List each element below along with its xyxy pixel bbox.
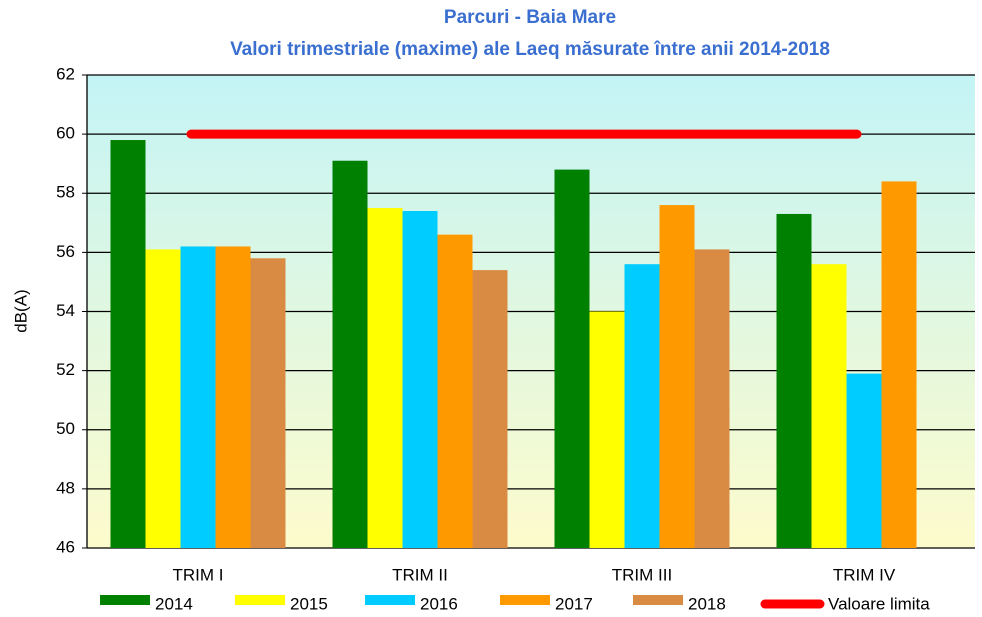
y-tick-label: 50 bbox=[56, 419, 75, 438]
bar bbox=[180, 246, 216, 548]
y-tick-label: 46 bbox=[56, 537, 75, 556]
y-tick-label: 52 bbox=[56, 360, 75, 379]
legend-label: 2016 bbox=[420, 594, 458, 613]
bar bbox=[367, 208, 403, 548]
legend-swatch bbox=[633, 595, 683, 605]
x-tick-label: TRIM III bbox=[612, 565, 672, 584]
bar bbox=[215, 246, 251, 548]
bar bbox=[846, 373, 882, 548]
legend-label: 2014 bbox=[155, 594, 193, 613]
bar bbox=[881, 181, 917, 549]
bar bbox=[437, 234, 473, 548]
legend-swatch bbox=[100, 595, 150, 605]
y-tick-label: 62 bbox=[56, 64, 75, 83]
bar bbox=[589, 311, 625, 548]
legend-label: 2017 bbox=[555, 594, 593, 613]
x-tick-label: TRIM IV bbox=[833, 565, 896, 584]
y-tick-label: 58 bbox=[56, 183, 75, 202]
bar bbox=[332, 160, 368, 548]
chart-subtitle: Valori trimestriale (maxime) ale Laeq mă… bbox=[230, 39, 830, 60]
bar bbox=[694, 249, 730, 548]
y-tick-label: 54 bbox=[56, 301, 75, 320]
legend-swatch bbox=[235, 595, 285, 605]
x-tick-label: TRIM II bbox=[392, 565, 448, 584]
bar bbox=[250, 258, 286, 548]
bar bbox=[110, 140, 146, 548]
y-tick-label: 60 bbox=[56, 124, 75, 143]
bar bbox=[554, 169, 590, 548]
bar bbox=[659, 205, 695, 548]
bar bbox=[776, 213, 812, 548]
bar bbox=[145, 249, 181, 548]
bar bbox=[811, 264, 847, 548]
bar bbox=[472, 270, 508, 548]
bar bbox=[624, 264, 660, 548]
legend-swatch bbox=[500, 595, 550, 605]
bar bbox=[402, 210, 438, 549]
chart-title: Parcuri - Baia Mare bbox=[444, 7, 616, 28]
legend-label: 2015 bbox=[290, 594, 328, 613]
y-tick-label: 56 bbox=[56, 242, 75, 261]
legend-swatch bbox=[365, 595, 415, 605]
y-tick-label: 48 bbox=[56, 478, 75, 497]
y-axis-label: dB(A) bbox=[11, 289, 30, 332]
x-tick-label: TRIM I bbox=[173, 565, 224, 584]
legend-label: Valoare limita bbox=[828, 594, 930, 613]
legend-label: 2018 bbox=[688, 594, 726, 613]
